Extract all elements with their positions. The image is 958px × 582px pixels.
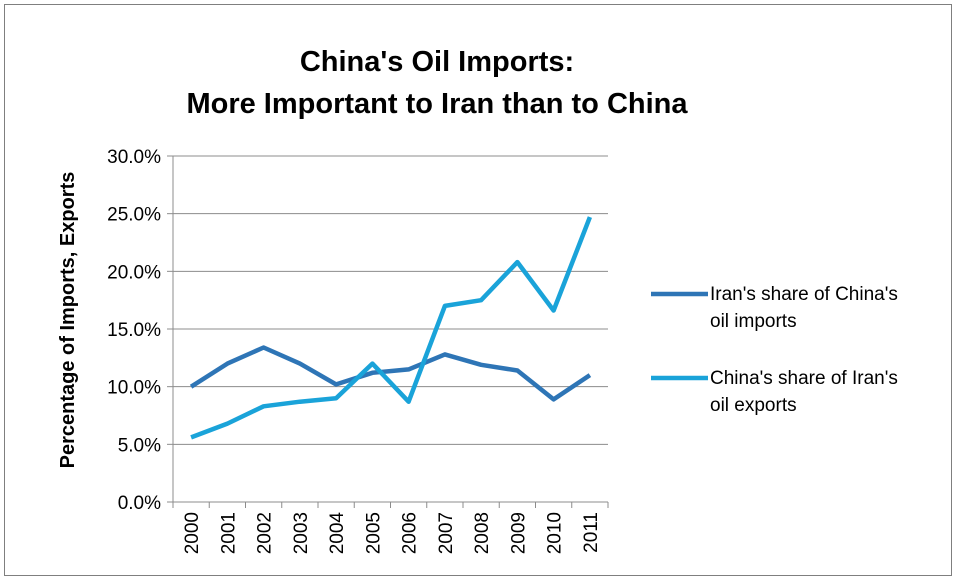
- x-tick-label: 2010: [545, 512, 566, 554]
- x-tick-labels: 2000 2001 2002 2003 2004 2005 2006 2007 2008 2009…: [182, 512, 602, 555]
- x-tick-label: 2003: [291, 512, 312, 554]
- y-tick-label: 30.0%: [107, 147, 161, 168]
- x-tick-label: 2006: [400, 512, 421, 554]
- y-tick-label: 0.0%: [118, 493, 161, 514]
- y-axis-label: Percentage of Imports, Exports: [57, 172, 79, 469]
- series-line-2: [190, 216, 592, 440]
- legend-label: oil imports: [710, 311, 797, 332]
- axes: [167, 155, 609, 508]
- gridlines: [173, 155, 608, 445]
- legend-item-2: China's share of Iran's oil exports: [651, 368, 898, 416]
- legend-label: oil exports: [710, 395, 797, 416]
- x-tick-label: 2000: [182, 512, 203, 554]
- x-tick-label: 2007: [436, 512, 457, 554]
- x-tick-label: 2011: [581, 512, 602, 553]
- x-tick-label: 2002: [255, 512, 276, 554]
- y-tick-labels: 0.0% 5.0% 10.0% 15.0% 20.0% 25.0% 30.0%: [107, 147, 161, 514]
- y-tick-label: 15.0%: [107, 320, 161, 341]
- line-chart: China's Oil Imports: More Important to I…: [57, 46, 898, 555]
- x-tick-label: 2001: [218, 512, 239, 554]
- x-tick-label: 2009: [508, 512, 529, 554]
- x-tick-label: 2004: [327, 512, 348, 555]
- legend-label: Iran's share of China's: [710, 284, 898, 305]
- chart-title-line-1: China's Oil Imports:: [300, 46, 574, 78]
- chart-title-line-2: More Important to Iran than to China: [186, 88, 688, 120]
- x-tick-label: 2008: [472, 512, 493, 554]
- legend-item-1: Iran's share of China's oil imports: [651, 284, 898, 332]
- y-tick-label: 10.0%: [107, 378, 161, 399]
- legend: Iran's share of China's oil imports China'…: [651, 284, 898, 416]
- chart-frame: China's Oil Imports: More Important to I…: [4, 4, 952, 576]
- y-tick-label: 25.0%: [107, 205, 161, 226]
- x-tick-label: 2005: [363, 512, 384, 554]
- y-tick-label: 20.0%: [107, 262, 161, 283]
- series-lines: [189, 216, 592, 440]
- legend-label: China's share of Iran's: [710, 368, 898, 389]
- series-line-1: [189, 345, 592, 402]
- y-tick-label: 5.0%: [118, 435, 161, 456]
